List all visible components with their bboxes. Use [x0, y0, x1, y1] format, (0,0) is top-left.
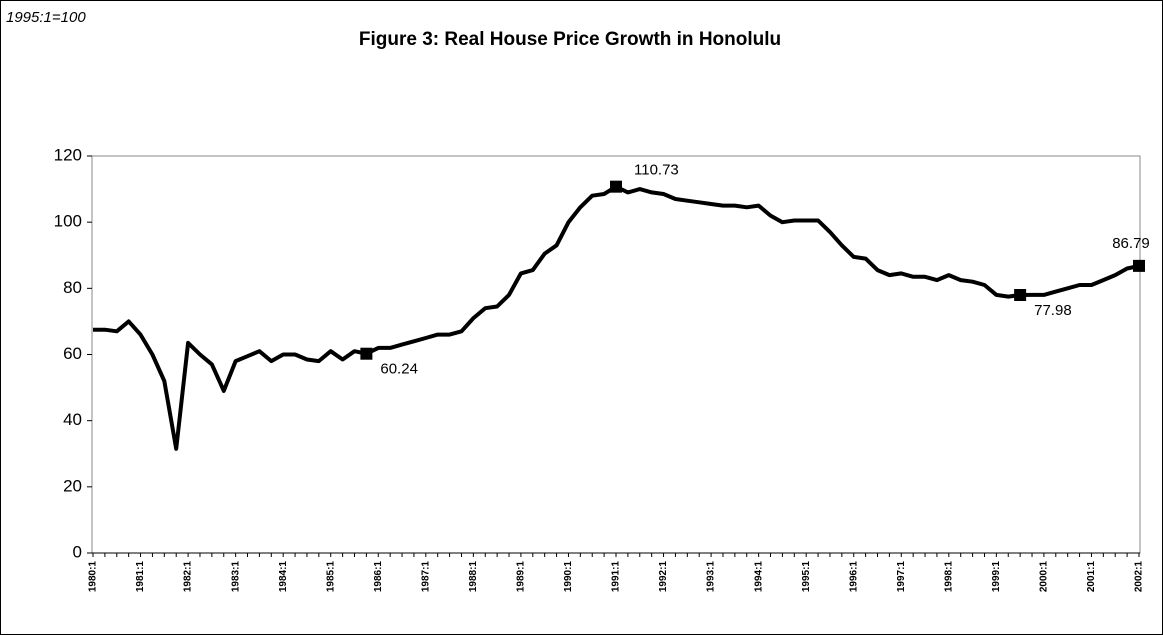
point-marker [1014, 289, 1027, 302]
point-marker [1133, 259, 1145, 272]
y-tick-label: 120 [54, 145, 82, 164]
x-tick-label: 2002:1 [1134, 561, 1145, 593]
x-tick-label: 2000:1 [1039, 561, 1050, 593]
x-tick-label: 1999:1 [991, 561, 1002, 593]
point-marker [610, 180, 622, 193]
x-tick-label: 2001:1 [1086, 561, 1097, 593]
x-tick-label: 1990:1 [563, 561, 574, 593]
x-tick-label: 1989:1 [516, 561, 527, 593]
x-tick-label: 1996:1 [848, 561, 859, 593]
chart-title: Figure 3: Real House Price Growth in Hon… [359, 29, 781, 50]
x-tick-label: 1981:1 [135, 561, 146, 593]
x-tick-label: 1982:1 [183, 561, 194, 593]
y-tick-label: 80 [63, 278, 82, 297]
x-tick-label: 1997:1 [896, 561, 907, 593]
y-tick-label: 40 [63, 410, 82, 429]
data-label: 110.73 [634, 162, 679, 179]
chart-subtitle: 1995:1=100 [6, 9, 86, 26]
data-label: 77.98 [1034, 302, 1072, 319]
x-tick-label: 1986:1 [373, 561, 384, 593]
point-marker [360, 347, 373, 360]
x-tick-label: 1993:1 [706, 561, 717, 593]
x-tick-label: 1991:1 [611, 561, 622, 593]
x-tick-label: 1995:1 [801, 561, 812, 593]
y-tick-label: 60 [63, 344, 82, 363]
y-tick-label: 20 [63, 476, 82, 495]
x-tick-label: 1980:1 [88, 561, 99, 593]
data-label: 60.24 [380, 361, 418, 378]
x-tick-label: 1992:1 [658, 561, 669, 593]
x-tick-label: 1988:1 [468, 561, 479, 593]
data-label: 86.79 [1112, 235, 1150, 252]
y-tick-label: 0 [73, 542, 82, 561]
x-tick-label: 1983:1 [230, 561, 241, 593]
x-tick-label: 1998:1 [943, 561, 954, 593]
y-tick-label: 100 [54, 212, 82, 231]
x-tick-label: 1994:1 [753, 561, 764, 593]
x-tick-label: 1985:1 [325, 561, 336, 593]
x-tick-label: 1984:1 [278, 561, 289, 593]
x-tick-label: 1987:1 [420, 561, 431, 593]
